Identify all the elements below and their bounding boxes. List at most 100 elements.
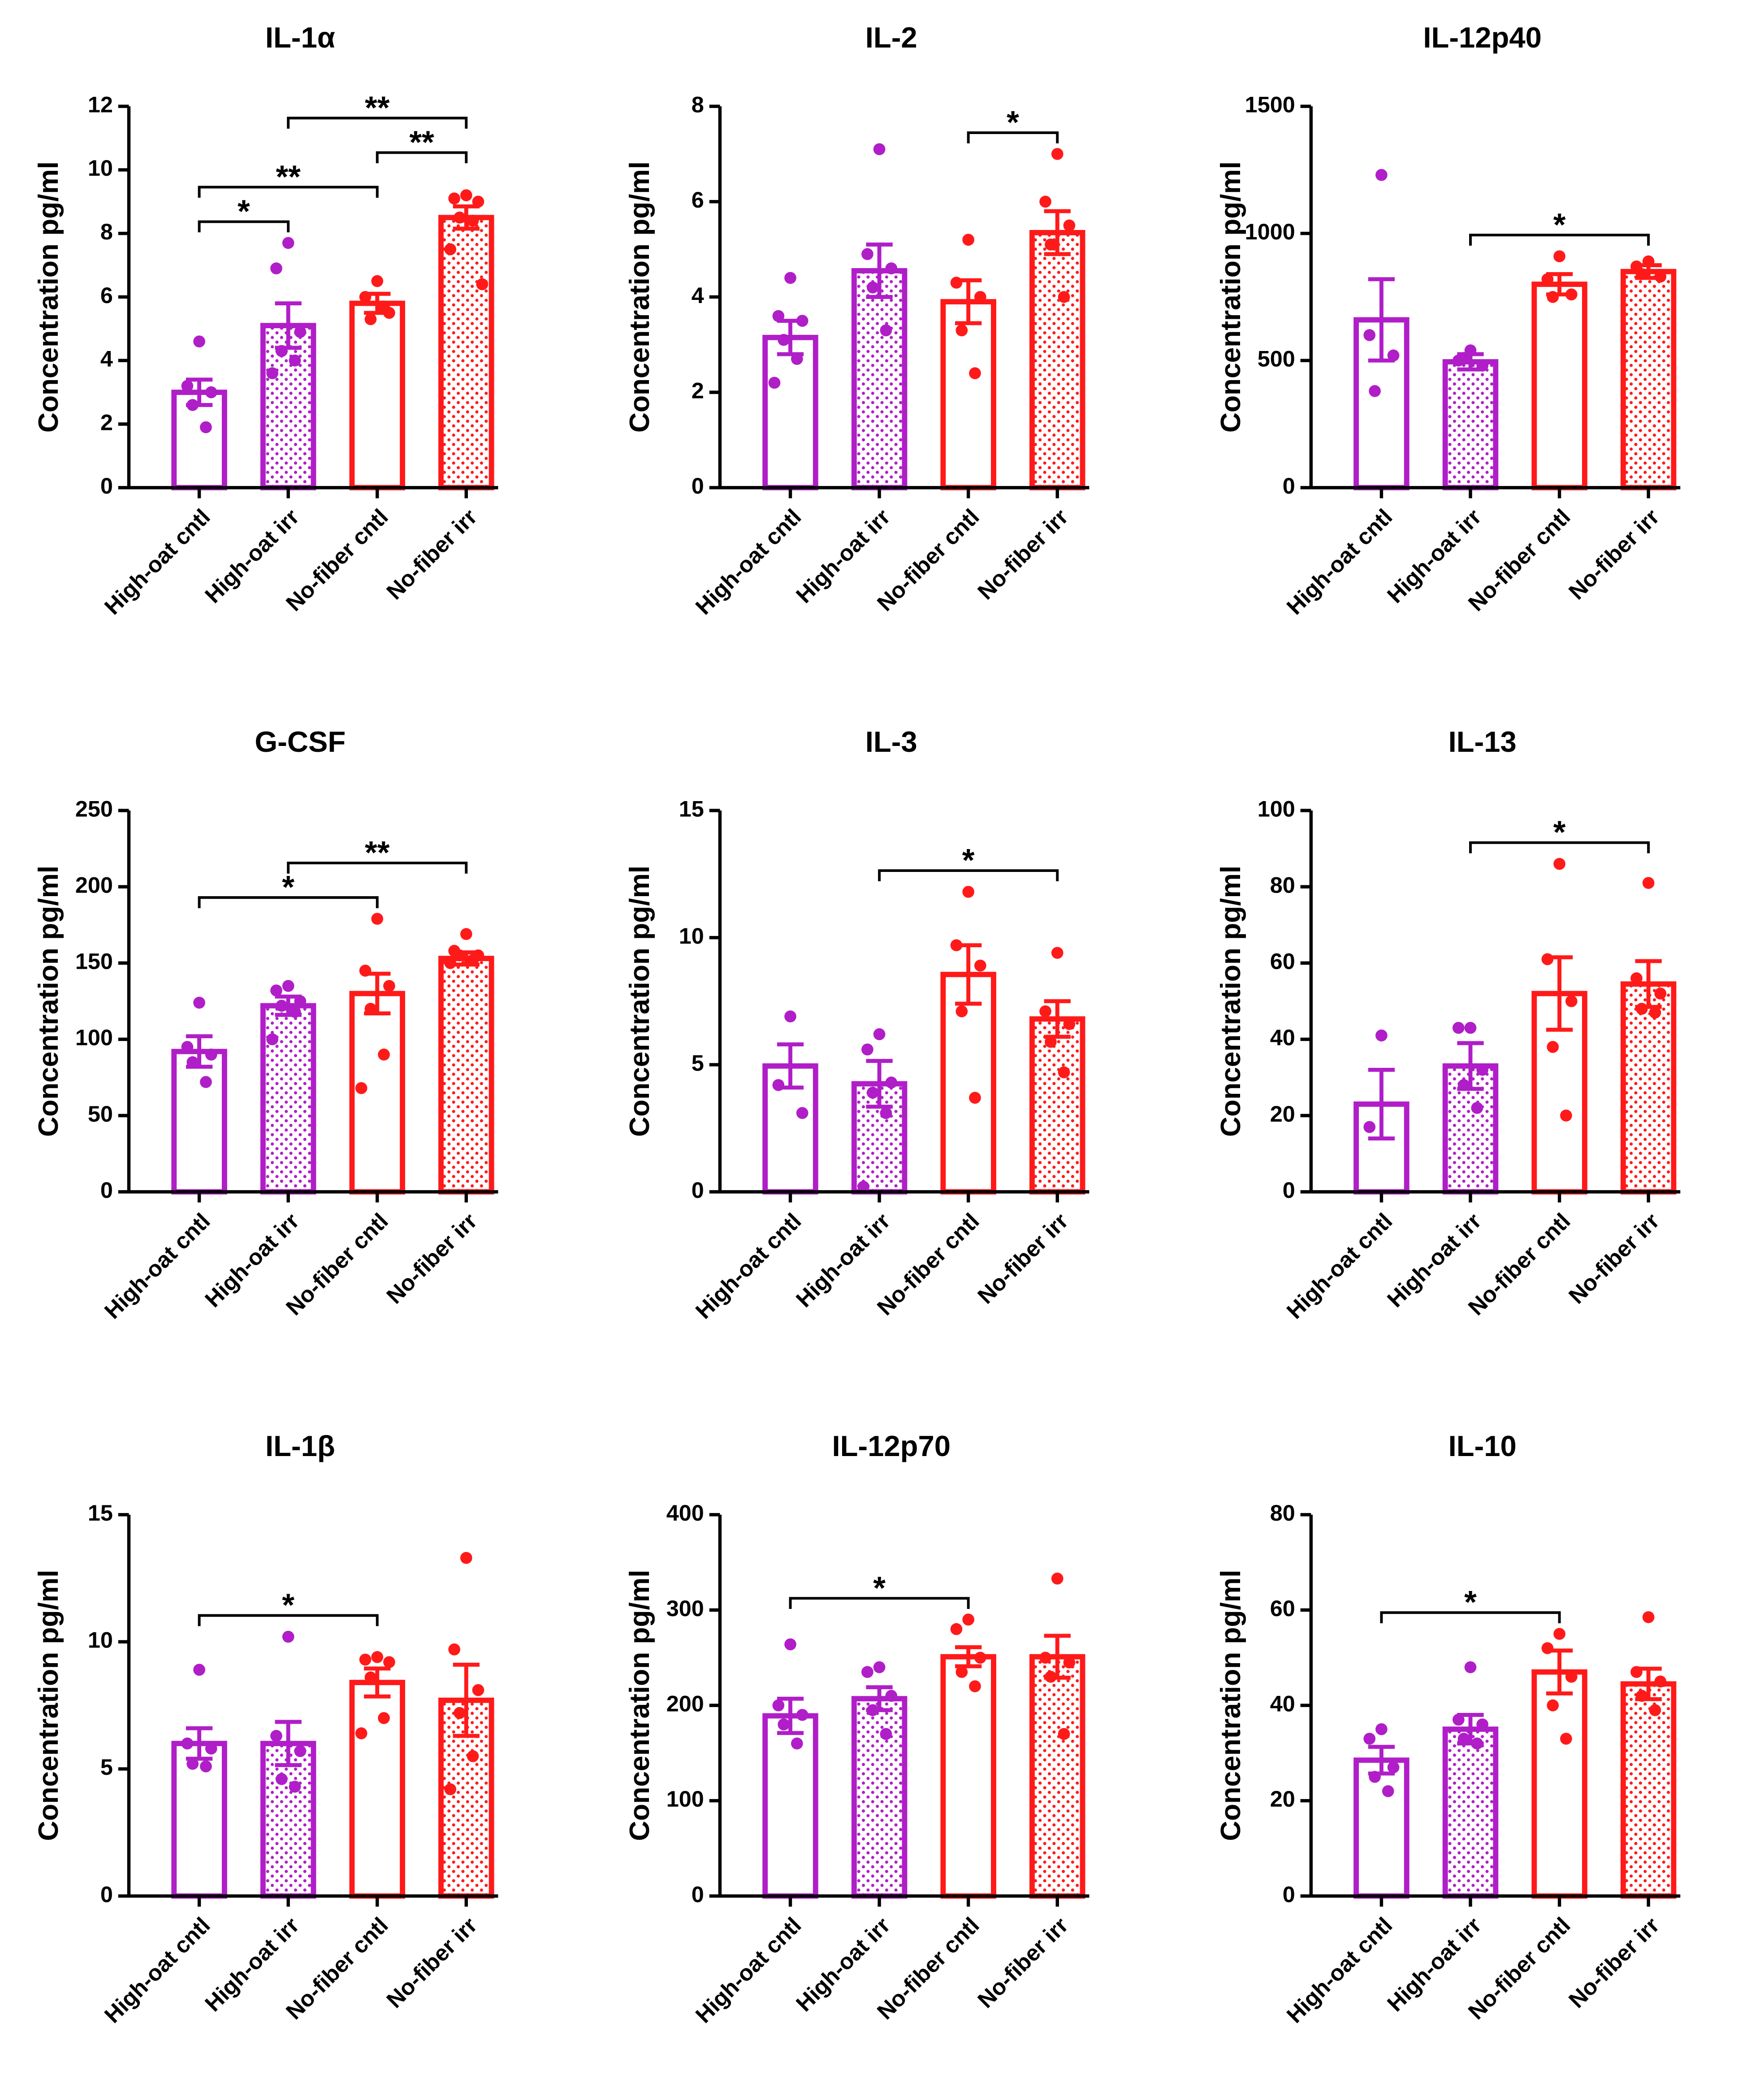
data-point <box>454 211 466 224</box>
data-point <box>1045 1671 1057 1683</box>
data-point <box>282 237 294 249</box>
data-point <box>364 313 377 325</box>
y-tick-label: 400 <box>666 1500 704 1526</box>
y-tick-label: 4 <box>692 282 704 308</box>
y-tick-label: 0 <box>100 1177 113 1203</box>
significance-bracket <box>198 186 379 198</box>
y-tick-label: 60 <box>1270 949 1295 974</box>
data-point <box>969 1092 981 1104</box>
data-point <box>796 315 808 327</box>
chart-title: IL-13 <box>1448 725 1517 758</box>
y-tick-label: 5 <box>100 1754 113 1780</box>
significance-bracket <box>198 1614 379 1626</box>
data-point <box>1642 255 1655 268</box>
y-axis-label: Concentration pg/ml <box>624 866 655 1137</box>
data-point <box>472 195 484 208</box>
x-tick-label: No-fiber irr <box>1564 1912 1664 2013</box>
data-point <box>266 1033 278 1045</box>
chart-panel: IL-3 Concentration pg/ml 0 5 10 15 High-oat cn… <box>624 725 1090 1324</box>
data-point <box>181 1041 194 1053</box>
data-point <box>962 234 974 246</box>
x-tick-label: No-fiber irr <box>973 1912 1073 2013</box>
y-tick-label: 100 <box>1258 796 1295 821</box>
data-point <box>1471 1102 1483 1114</box>
y-axis-label: Concentration pg/ml <box>624 161 655 433</box>
data-point <box>1565 288 1578 301</box>
significance-bracket <box>198 220 290 233</box>
y-tick-label: 2 <box>692 377 704 403</box>
x-tick-label: High-oat cntl <box>99 1208 215 1324</box>
y-tick-label: 15 <box>679 796 704 821</box>
significance-label: ** <box>276 159 301 195</box>
data-point <box>1375 1029 1388 1042</box>
data-point <box>784 272 796 284</box>
data-point <box>1565 995 1578 1007</box>
bar <box>851 268 908 490</box>
data-point <box>866 281 879 294</box>
significance-bracket <box>1469 234 1650 246</box>
y-tick-label: 0 <box>1283 1177 1295 1203</box>
data-point <box>460 928 472 940</box>
data-point <box>1051 947 1064 959</box>
data-point <box>289 1006 301 1018</box>
significance-bracket <box>287 862 468 874</box>
data-point <box>467 954 479 966</box>
data-point <box>880 1728 892 1740</box>
data-point <box>294 326 307 338</box>
data-point <box>1630 1666 1643 1678</box>
data-point <box>378 1712 390 1724</box>
data-point <box>772 1079 785 1091</box>
y-axis-label: Concentration pg/ml <box>33 1570 64 1841</box>
chart-title: IL-1β <box>265 1430 335 1462</box>
x-tick-label: High-oat cntl <box>1281 504 1397 620</box>
data-point <box>1387 349 1400 362</box>
data-point <box>768 377 781 389</box>
significance-label: * <box>1553 815 1566 850</box>
chart-title: G-CSF <box>255 725 346 758</box>
data-point <box>1635 1690 1648 1702</box>
bar <box>171 1741 227 1899</box>
data-point <box>1058 291 1070 303</box>
bar <box>349 1680 405 1899</box>
data-point <box>282 980 294 992</box>
significance-label: ** <box>365 835 390 871</box>
y-tick-label: 0 <box>692 1177 704 1203</box>
data-point <box>1039 1005 1051 1018</box>
data-point <box>1051 148 1064 160</box>
data-point <box>1649 1006 1661 1019</box>
y-tick-label: 40 <box>1270 1025 1295 1050</box>
data-point <box>355 1082 368 1094</box>
data-point <box>454 1707 466 1719</box>
bar <box>349 300 405 490</box>
data-point <box>1363 1121 1376 1133</box>
data-point <box>448 192 460 205</box>
data-point <box>778 1718 790 1731</box>
data-point <box>1045 238 1057 251</box>
data-point <box>784 1638 796 1651</box>
significance-bracket <box>878 869 1059 881</box>
data-point <box>1375 1723 1388 1735</box>
bar <box>1620 1681 1677 1899</box>
y-tick-label: 6 <box>100 282 113 308</box>
data-point <box>1363 1733 1376 1745</box>
x-tick-label: High-oat cntl <box>99 504 215 620</box>
bar <box>851 1696 908 1899</box>
data-point <box>444 957 457 969</box>
data-point <box>974 1652 986 1664</box>
y-tick-label: 4 <box>100 346 113 372</box>
chart-panel: IL-2 Concentration pg/ml 0 2 4 6 8 High-oat cnt… <box>624 21 1090 620</box>
data-point <box>1654 987 1667 1000</box>
data-point <box>1654 1675 1667 1688</box>
significance-bracket <box>789 1597 970 1609</box>
data-point <box>276 1773 288 1785</box>
bar <box>1620 269 1677 490</box>
data-point <box>364 1671 377 1684</box>
bar <box>762 1713 818 1899</box>
chart-title: IL-1α <box>265 21 335 54</box>
data-point <box>1058 1728 1070 1740</box>
y-tick-label: 0 <box>1283 473 1295 498</box>
bar <box>260 323 316 490</box>
significance-label: * <box>962 843 975 878</box>
data-point <box>1553 250 1565 263</box>
y-tick-label: 40 <box>1270 1691 1295 1716</box>
